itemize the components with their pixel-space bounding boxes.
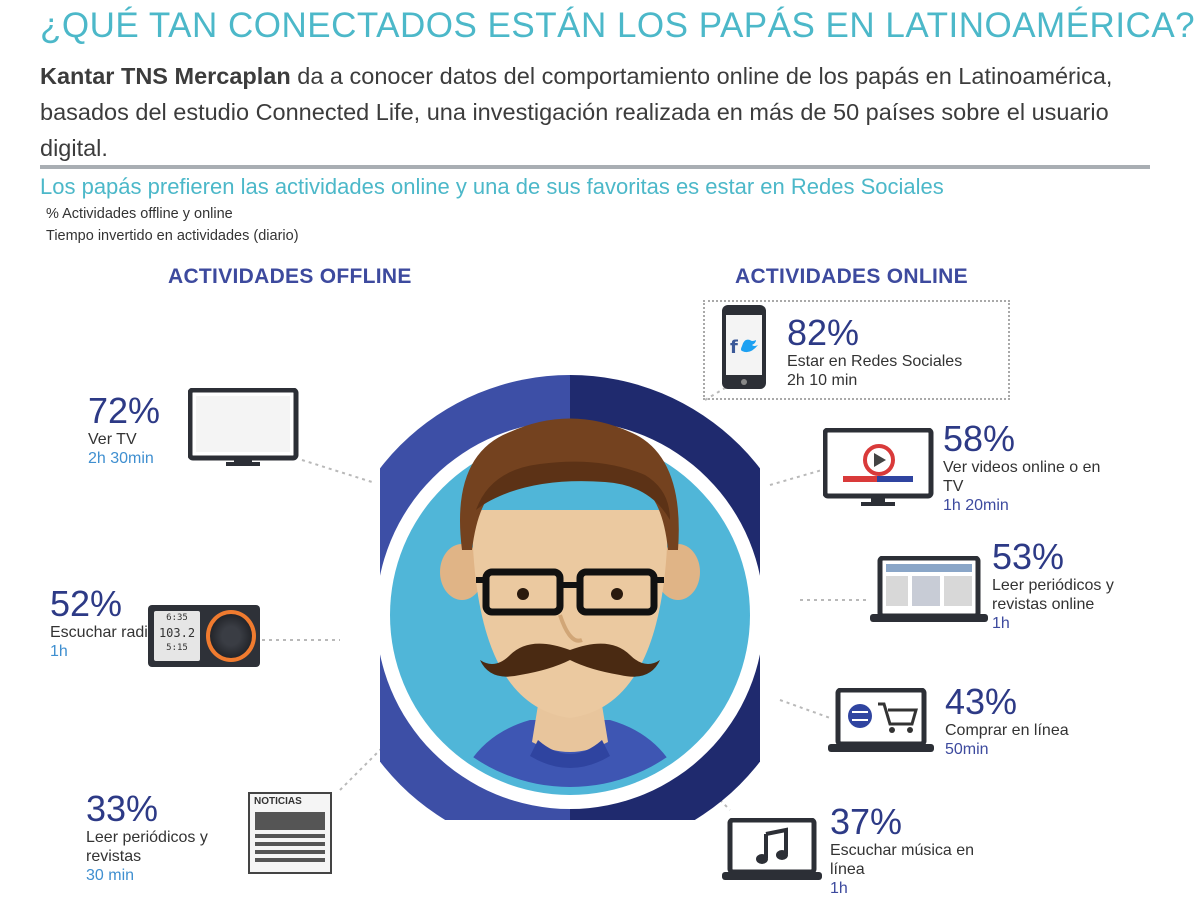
stat-time: 2h 10 min — [787, 372, 858, 389]
online-title: ACTIVIDADES ONLINE — [735, 265, 968, 288]
eye-left — [517, 588, 529, 600]
stat-ver-videos: 58% Ver videos online o en TV 1h 20min — [943, 420, 1113, 515]
page-title: ¿QUÉ TAN CONECTADOS ESTÁN LOS PAPÁS EN L… — [40, 6, 1196, 45]
stat-comprar: 43% Comprar en línea 50min — [945, 683, 1069, 759]
stat-redes-sociales: 82% Estar en Redes Sociales 2h 10 min — [787, 314, 962, 390]
intro-text: da a conocer datos del comportamiento on… — [40, 63, 1113, 161]
monitor-video-icon — [823, 428, 934, 506]
shirt — [450, 720, 690, 787]
subheading: Los papás prefieren las actividades onli… — [40, 174, 944, 199]
stat-percent: 82% — [787, 312, 860, 353]
stat-label: Ver videos online o en TV — [943, 459, 1101, 495]
divider — [40, 165, 1150, 169]
stat-time: 1h — [992, 615, 1010, 632]
stat-percent: 58% — [943, 418, 1016, 459]
stat-label: Estar en Redes Sociales — [787, 353, 963, 370]
stat-percent: 72% — [88, 390, 161, 431]
stat-label: Ver TV — [88, 431, 137, 448]
stat-time: 30 min — [86, 867, 135, 884]
stat-label: Leer periódicos y revistas online — [992, 577, 1114, 613]
laptop-news-icon — [870, 556, 988, 622]
stat-label: Escuchar radio — [50, 624, 157, 641]
stat-label: Escuchar música en línea — [830, 842, 975, 878]
stat-ver-tv: 72% Ver TV 2h 30min — [88, 392, 160, 468]
ear-left — [440, 544, 484, 600]
hair — [460, 418, 679, 550]
mustache — [480, 643, 660, 677]
stat-time: 2h 30min — [88, 450, 154, 467]
radio-display-2: 103.2 — [158, 626, 196, 640]
eye-right — [611, 588, 623, 600]
stat-time: 50min — [945, 741, 989, 758]
newspaper-icon: NOTICIAS — [248, 792, 332, 874]
laptop-cart-icon — [828, 688, 934, 752]
radio-icon: 6:35 103.2 5:15 — [148, 605, 260, 667]
dad-illustration — [380, 375, 760, 820]
newspaper-word: NOTICIAS — [254, 796, 302, 807]
note-percent: % Actividades offline y online — [46, 206, 233, 222]
svg-text:f: f — [730, 337, 738, 358]
intro-paragraph: Kantar TNS Mercaplan da a conocer datos … — [40, 58, 1160, 166]
stat-label: Leer periódicos y revistas — [86, 829, 208, 865]
stat-percent: 37% — [830, 801, 903, 842]
social-box — [703, 300, 1010, 400]
stat-time: 1h — [830, 880, 848, 897]
glasses — [482, 568, 564, 616]
intro-bold: Kantar TNS Mercaplan — [40, 63, 291, 89]
stat-time: 1h 20min — [943, 497, 1009, 514]
stat-time: 1h — [50, 643, 68, 660]
stat-percent: 33% — [86, 788, 159, 829]
nose — [558, 614, 583, 643]
radio-display-1: 6:35 — [166, 613, 188, 623]
offline-title: ACTIVIDADES OFFLINE — [168, 265, 412, 288]
stat-percent: 52% — [50, 583, 123, 624]
stat-label: Comprar en línea — [945, 722, 1069, 739]
stat-escuchar-musica: 37% Escuchar música en línea 1h — [830, 803, 1000, 898]
laptop-music-icon — [722, 818, 822, 880]
stat-percent: 53% — [992, 536, 1065, 577]
note-time: Tiempo invertido en actividades (diario) — [46, 228, 299, 244]
smartphone-social-icon: f — [722, 305, 766, 389]
stat-leer-online: 53% Leer periódicos y revistas online 1h — [992, 538, 1152, 633]
stat-percent: 43% — [945, 681, 1018, 722]
stat-leer-periodicos: 33% Leer periódicos y revistas 30 min — [86, 790, 236, 885]
radio-display-3: 5:15 — [166, 643, 188, 653]
ear-right — [656, 544, 700, 600]
stat-escuchar-radio: 52% Escuchar radio 1h — [50, 585, 160, 661]
tv-icon — [188, 388, 299, 466]
